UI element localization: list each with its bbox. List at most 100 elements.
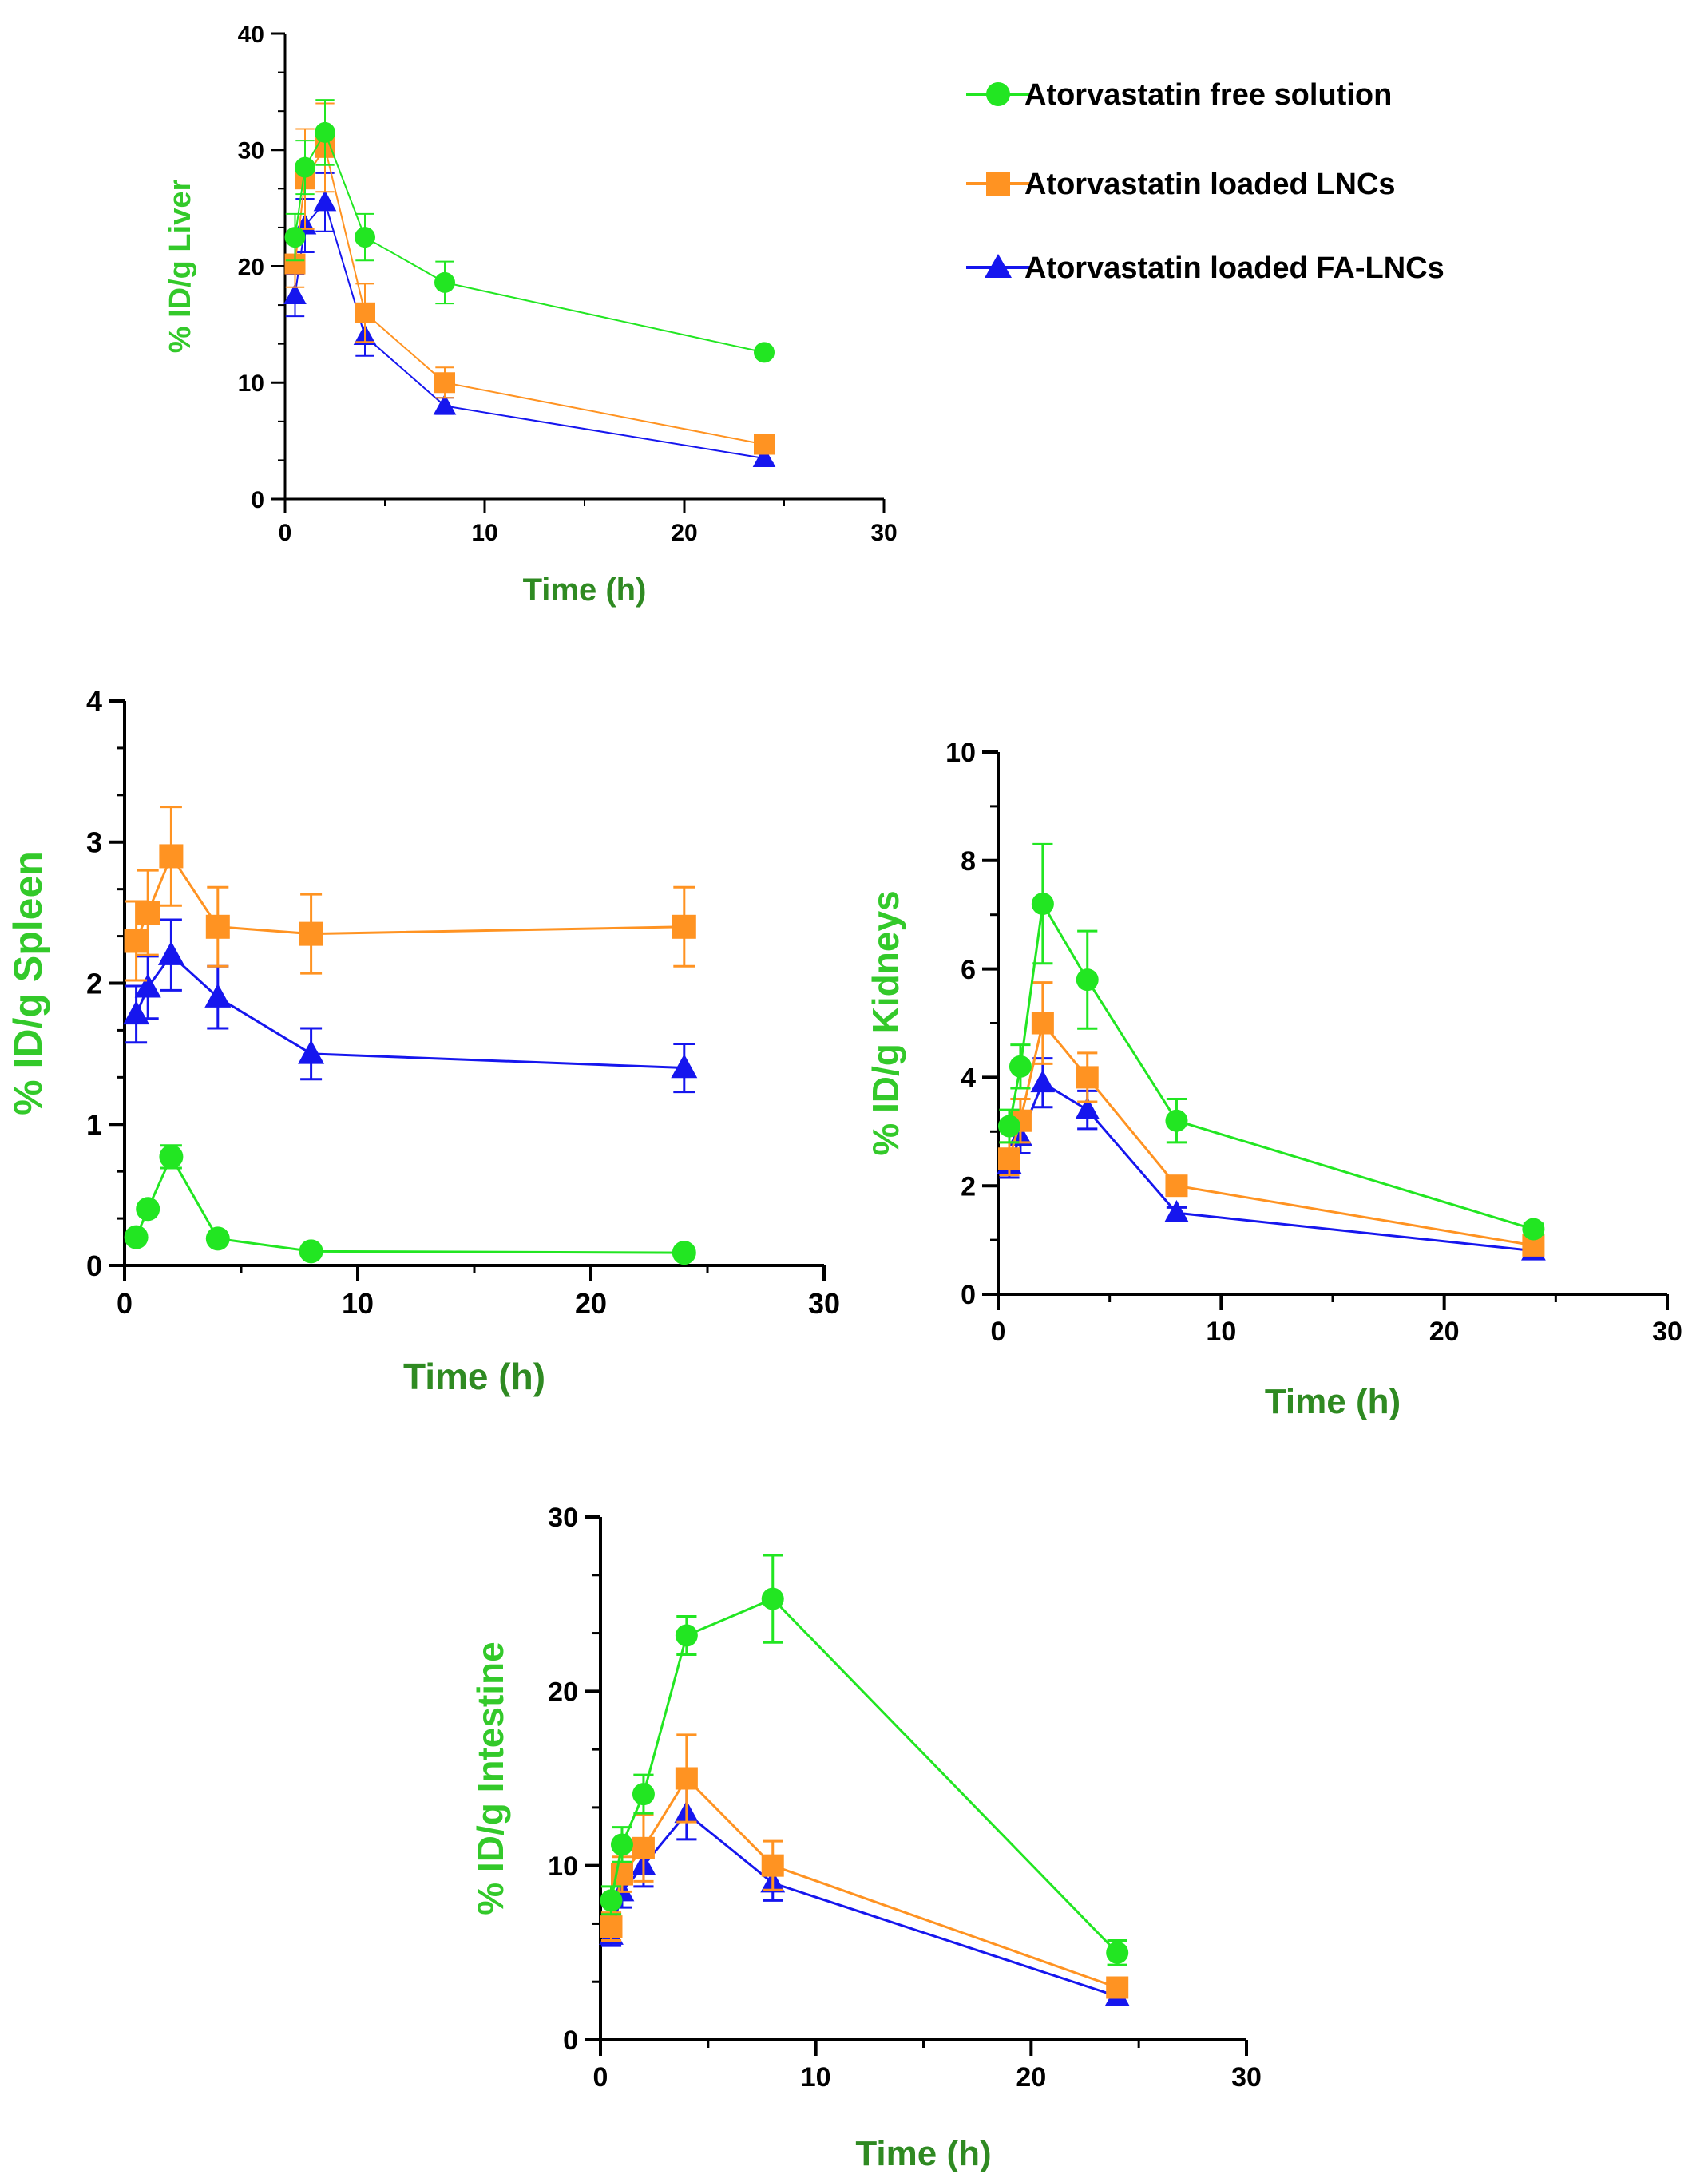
data-point-triangle xyxy=(1164,1200,1189,1223)
x-tick-label: 10 xyxy=(801,2062,831,2093)
x-axis-title: Time (h) xyxy=(855,2134,991,2173)
data-point-circle xyxy=(355,227,375,248)
data-point-square xyxy=(600,1915,623,1938)
legend-label-free: Atorvastatin free solution xyxy=(1024,78,1392,112)
data-point-circle xyxy=(600,1889,623,1912)
data-point-circle xyxy=(1106,1941,1129,1964)
y-tick-label: 1 xyxy=(86,1108,102,1141)
series-line xyxy=(294,131,765,354)
data-point-square xyxy=(159,844,184,869)
data-point-circle xyxy=(205,1226,230,1251)
y-axis-title: % ID/g Liver xyxy=(164,180,197,354)
data-point-square xyxy=(1031,1012,1054,1035)
data-point-triangle xyxy=(671,1054,698,1079)
y-tick-label: 2 xyxy=(961,1171,976,1202)
data-point-circle xyxy=(761,1587,784,1610)
series-lnc xyxy=(600,1733,1129,1999)
data-point-square xyxy=(672,914,696,939)
data-point-circle xyxy=(159,1144,184,1169)
data-point-triangle xyxy=(298,1040,325,1064)
data-point-circle xyxy=(632,1783,655,1806)
data-point-circle xyxy=(1522,1218,1545,1241)
x-tick-label: 10 xyxy=(471,520,497,546)
data-point-triangle xyxy=(1030,1070,1056,1093)
data-point-square xyxy=(675,1767,698,1790)
series-fa xyxy=(123,918,698,1094)
data-point-triangle xyxy=(134,973,161,998)
x-axis-title: Time (h) xyxy=(1265,1382,1401,1421)
data-point-triangle xyxy=(752,446,776,468)
data-point-square xyxy=(997,1147,1020,1170)
data-point-circle xyxy=(672,1241,696,1265)
y-axis-title: % ID/g Intestine xyxy=(470,1641,511,1915)
x-tick-label: 10 xyxy=(342,1287,374,1320)
legend-item-fa: Atorvastatin loaded FA-LNCs xyxy=(966,251,1444,285)
y-tick-label: 10 xyxy=(548,1851,578,1882)
kidneys-chart: 0 10 20 30 0 2 4 6 8 10 Time (h) % ID/g Kidneys xyxy=(865,738,1682,1421)
y-tick-label: 20 xyxy=(238,254,264,280)
legend-label-lnc: Atorvastatin loaded LNCs xyxy=(1024,168,1396,201)
data-point-square xyxy=(1165,1174,1188,1198)
y-tick-label: 8 xyxy=(961,846,976,877)
data-point-circle xyxy=(1031,893,1054,916)
series-lnc xyxy=(284,102,775,455)
data-point-square xyxy=(754,434,775,455)
data-point-square xyxy=(434,372,455,394)
data-point-square xyxy=(1076,1066,1099,1089)
data-point-circle xyxy=(434,271,455,293)
x-tick-label: 10 xyxy=(1206,1317,1236,1347)
series-lnc xyxy=(124,806,696,982)
data-point-triangle xyxy=(1075,1097,1100,1120)
x-tick-label: 20 xyxy=(1429,1317,1460,1347)
y-tick-label: 0 xyxy=(961,1280,976,1310)
x-tick-label: 20 xyxy=(575,1287,607,1320)
x-tick-label: 0 xyxy=(117,1287,133,1320)
y-tick-label: 3 xyxy=(86,826,102,859)
data-point-triangle xyxy=(157,941,184,965)
legend-item-lnc: Atorvastatin loaded LNCs xyxy=(966,168,1396,201)
data-point-circle xyxy=(315,121,335,143)
data-point-circle xyxy=(295,156,315,178)
y-tick-label: 10 xyxy=(238,370,264,397)
data-point-square xyxy=(205,914,230,939)
data-point-circle xyxy=(284,227,306,248)
x-tick-label: 30 xyxy=(870,520,897,546)
y-tick-label: 30 xyxy=(548,1503,578,1533)
y-tick-label: 40 xyxy=(238,22,264,48)
data-point-triangle xyxy=(123,1000,150,1025)
series-fa xyxy=(997,1057,1546,1261)
series-line xyxy=(610,1812,1118,1998)
series-free xyxy=(124,1144,696,1265)
data-point-square xyxy=(136,901,160,925)
data-point-square xyxy=(124,929,149,953)
legend-marker-square xyxy=(986,172,1010,196)
data-point-square xyxy=(632,1836,655,1859)
y-tick-label: 10 xyxy=(945,738,976,768)
y-axis-title: % ID/g Spleen xyxy=(6,851,50,1115)
series-free xyxy=(600,1554,1129,1966)
data-point-triangle xyxy=(204,983,232,1008)
spleen-chart: 0 10 20 30 0 1 2 3 4 Time (h) % ID/g Spleen xyxy=(6,685,840,1397)
series-lnc xyxy=(997,981,1545,1257)
data-point-square xyxy=(355,302,375,323)
data-point-circle xyxy=(610,1833,633,1856)
x-tick-label: 30 xyxy=(1231,2062,1262,2093)
x-tick-label: 20 xyxy=(1016,2062,1046,2093)
series-line xyxy=(294,146,765,446)
series-free xyxy=(997,842,1545,1241)
x-tick-label: 0 xyxy=(593,2062,608,2093)
series-fa xyxy=(599,1785,1130,2006)
liver-chart: 0 10 20 30 0 10 20 30 40 Time (h) % ID/g Liver xyxy=(164,22,898,608)
x-tick-label: 0 xyxy=(279,520,292,546)
data-point-circle xyxy=(1009,1055,1032,1078)
data-point-square xyxy=(761,1854,784,1877)
data-point-circle xyxy=(1165,1109,1188,1132)
intestine-chart: 0 10 20 30 0 10 20 30 Time (h) % ID/g Intestine xyxy=(470,1503,1262,2173)
data-point-triangle xyxy=(313,190,337,212)
legend-label-fa: Atorvastatin loaded FA-LNCs xyxy=(1024,251,1444,285)
x-tick-label: 0 xyxy=(991,1317,1006,1347)
legend-marker-circle xyxy=(986,82,1010,106)
series-free xyxy=(284,99,775,363)
x-tick-label: 20 xyxy=(671,520,697,546)
